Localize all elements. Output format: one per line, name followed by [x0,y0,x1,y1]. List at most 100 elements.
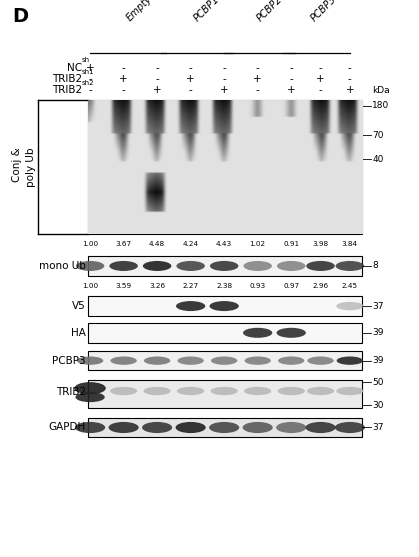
Text: 39: 39 [372,356,383,365]
Ellipse shape [245,356,271,365]
Ellipse shape [336,261,364,271]
Ellipse shape [336,387,364,395]
Ellipse shape [76,261,104,271]
Text: 2.27: 2.27 [183,283,199,289]
Text: -: - [88,74,92,84]
Text: V5: V5 [72,301,86,311]
Ellipse shape [277,261,305,271]
Text: 3.84: 3.84 [342,241,358,247]
Text: 4.43: 4.43 [216,241,232,247]
Text: -: - [189,63,192,73]
Text: mono Ub: mono Ub [39,261,86,271]
Text: 37: 37 [372,423,383,432]
Ellipse shape [277,328,306,338]
Ellipse shape [211,356,237,365]
Ellipse shape [307,356,334,365]
Text: 1.02: 1.02 [250,241,266,247]
Text: -: - [348,63,352,73]
Text: -: - [122,85,125,95]
Ellipse shape [306,261,335,271]
Ellipse shape [210,387,238,395]
Text: 8: 8 [372,261,378,271]
Text: +: + [346,85,354,95]
Ellipse shape [143,387,171,395]
Text: HA: HA [71,328,86,338]
Text: -: - [155,74,159,84]
Text: +: + [287,85,295,95]
Text: 1.00: 1.00 [82,241,98,247]
Ellipse shape [178,356,204,365]
Text: -: - [189,85,192,95]
Text: +: + [220,85,228,95]
Ellipse shape [307,387,334,395]
Ellipse shape [243,328,272,338]
Ellipse shape [176,261,205,271]
Text: TRIB2: TRIB2 [52,85,82,95]
Ellipse shape [210,301,239,311]
Ellipse shape [276,422,306,433]
Ellipse shape [176,301,205,311]
Bar [88,351,362,370]
Ellipse shape [75,392,105,402]
Bar [88,296,362,316]
Ellipse shape [75,422,105,433]
Ellipse shape [110,387,137,395]
Text: GAPDH: GAPDH [49,423,86,432]
Bar [88,256,362,276]
Text: 1.00: 1.00 [82,283,98,289]
Ellipse shape [109,261,138,271]
Text: Empty: Empty [125,0,154,23]
Ellipse shape [336,356,363,365]
Bar [88,323,362,343]
Text: PCBP2-HA: PCBP2-HA [255,0,297,23]
Text: 50: 50 [372,378,383,387]
Ellipse shape [209,422,239,433]
Ellipse shape [77,356,103,365]
Text: kDa: kDa [372,86,390,95]
Ellipse shape [110,356,137,365]
Ellipse shape [243,261,272,271]
Ellipse shape [336,302,364,310]
Text: +: + [253,74,262,84]
Text: 39: 39 [372,328,383,338]
Text: +: + [186,74,195,84]
Ellipse shape [210,261,238,271]
Text: PCBP3: PCBP3 [309,0,339,23]
Text: -: - [256,63,259,73]
Ellipse shape [177,387,204,395]
Text: -: - [256,85,259,95]
Text: PCBP3: PCBP3 [52,356,86,365]
Text: -: - [222,63,226,73]
Ellipse shape [278,356,304,365]
Text: -: - [348,74,352,84]
Text: TRIB2: TRIB2 [56,387,86,397]
Text: TRIB2: TRIB2 [52,74,82,84]
Ellipse shape [176,422,206,433]
Text: -: - [88,85,92,95]
Text: sh2: sh2 [82,80,94,86]
Text: 0.93: 0.93 [250,283,266,289]
Text: -: - [290,63,293,73]
Text: 3.26: 3.26 [149,283,165,289]
Bar [88,100,362,234]
Text: sh1: sh1 [82,69,94,75]
Text: 30: 30 [372,401,383,410]
Ellipse shape [305,422,336,433]
Text: 2.45: 2.45 [342,283,358,289]
Text: -: - [122,63,125,73]
Bar [88,418,362,437]
Text: -: - [290,74,293,84]
Text: 3.98: 3.98 [313,241,328,247]
Text: 40: 40 [372,155,383,164]
Ellipse shape [143,261,171,271]
Text: NC: NC [67,63,82,73]
Text: +: + [86,63,94,73]
Text: 2.38: 2.38 [216,283,232,289]
Text: sh: sh [82,57,90,63]
Ellipse shape [109,422,139,433]
Text: Conj &
poly Ub: Conj & poly Ub [13,148,36,187]
Text: -: - [319,85,322,95]
Bar [88,380,362,408]
Text: 3.59: 3.59 [116,283,132,289]
Text: 37: 37 [372,301,383,311]
